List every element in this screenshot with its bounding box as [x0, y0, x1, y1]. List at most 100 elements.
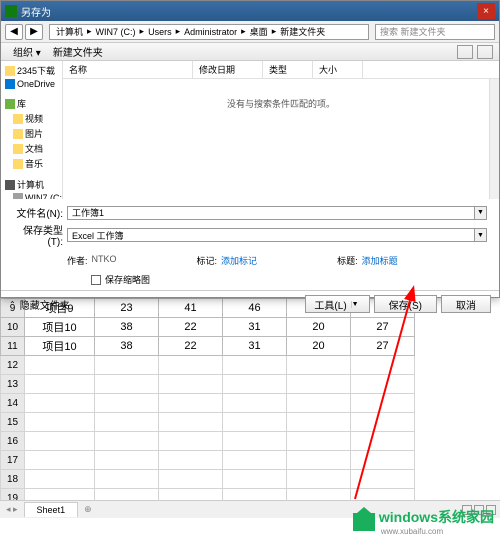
cell[interactable] [287, 413, 351, 432]
cell[interactable] [223, 375, 287, 394]
tree-item[interactable]: WIN7 (C:) [3, 192, 60, 199]
cell[interactable] [159, 413, 223, 432]
breadcrumb[interactable]: 计算机▸WIN7 (C:)▸Users▸Administrator▸桌面▸新建文… [49, 24, 369, 40]
cell[interactable] [25, 413, 95, 432]
title-value[interactable]: 添加标题 [362, 254, 398, 267]
organize-button[interactable]: 组织 ▾ [7, 44, 47, 59]
tree-item[interactable]: 音乐 [3, 156, 60, 171]
filename-dropdown[interactable]: ▼ [475, 206, 487, 220]
cell[interactable] [351, 451, 415, 470]
cell[interactable] [287, 356, 351, 375]
breadcrumb-segment[interactable]: 桌面 [250, 25, 268, 38]
tools-button[interactable]: 工具(L)▼ [305, 295, 369, 313]
cell[interactable] [25, 470, 95, 489]
tree-item[interactable]: 视频 [3, 111, 60, 126]
cell[interactable] [287, 375, 351, 394]
cell[interactable] [25, 451, 95, 470]
cell[interactable]: 20 [287, 337, 351, 356]
cell[interactable] [223, 356, 287, 375]
filetype-dropdown[interactable]: ▼ [475, 228, 487, 242]
breadcrumb-segment[interactable]: 计算机 [56, 25, 83, 38]
cell[interactable] [95, 470, 159, 489]
row-header[interactable]: 12 [1, 356, 25, 375]
tag-value[interactable]: 添加标记 [221, 254, 257, 267]
cell[interactable] [25, 356, 95, 375]
cell[interactable] [95, 451, 159, 470]
col-size[interactable]: 大小 [313, 61, 363, 78]
cell[interactable] [223, 394, 287, 413]
cell[interactable]: 项目10 [25, 318, 95, 337]
tree-item[interactable]: 2345下载 [3, 63, 60, 78]
cell[interactable] [25, 394, 95, 413]
breadcrumb-segment[interactable]: WIN7 (C:) [96, 27, 136, 37]
cell[interactable]: 38 [95, 337, 159, 356]
cell[interactable] [159, 432, 223, 451]
author-value[interactable]: NTKO [92, 254, 117, 267]
cell[interactable] [351, 394, 415, 413]
cell[interactable] [95, 413, 159, 432]
cell[interactable] [95, 375, 159, 394]
cell[interactable] [287, 432, 351, 451]
cell[interactable] [159, 451, 223, 470]
cell[interactable] [95, 394, 159, 413]
breadcrumb-segment[interactable]: Administrator [184, 27, 237, 37]
cell[interactable]: 22 [159, 337, 223, 356]
nav-forward-button[interactable]: ▶ [25, 24, 43, 40]
cell[interactable] [223, 432, 287, 451]
hide-folders-button[interactable]: ⌃隐藏文件夹 [9, 297, 70, 312]
cell[interactable] [223, 470, 287, 489]
cell[interactable] [159, 394, 223, 413]
tab-nav[interactable]: ◂ ▸ [0, 504, 24, 515]
cell[interactable] [95, 432, 159, 451]
tree-item[interactable]: 计算机 [3, 177, 60, 192]
cell[interactable]: 20 [287, 318, 351, 337]
search-input[interactable]: 搜索 新建文件夹 [375, 24, 495, 40]
cell[interactable] [25, 432, 95, 451]
filetype-input[interactable] [67, 228, 475, 242]
cell[interactable]: 22 [159, 318, 223, 337]
cell[interactable] [159, 470, 223, 489]
cell[interactable] [351, 413, 415, 432]
row-header[interactable]: 13 [1, 375, 25, 394]
col-date[interactable]: 修改日期 [193, 61, 263, 78]
cell[interactable] [223, 451, 287, 470]
row-header[interactable]: 14 [1, 394, 25, 413]
add-sheet-button[interactable]: ⊕ [78, 504, 98, 515]
close-button[interactable]: × [477, 3, 495, 19]
cell[interactable] [25, 375, 95, 394]
row-header[interactable]: 11 [1, 337, 25, 356]
save-button[interactable]: 保存(S) [374, 295, 437, 313]
cell[interactable]: 27 [351, 337, 415, 356]
tree-item[interactable]: 库 [3, 96, 60, 111]
row-header[interactable]: 10 [1, 318, 25, 337]
cell[interactable] [351, 432, 415, 451]
cell[interactable] [287, 394, 351, 413]
thumbnail-checkbox[interactable] [91, 275, 101, 285]
cancel-button[interactable]: 取消 [441, 295, 491, 313]
cell[interactable] [351, 470, 415, 489]
nav-back-button[interactable]: ◀ [5, 24, 23, 40]
view-button[interactable] [457, 45, 473, 59]
cell[interactable]: 项目10 [25, 337, 95, 356]
row-header[interactable]: 18 [1, 470, 25, 489]
row-header[interactable]: 17 [1, 451, 25, 470]
sheet-tab[interactable]: Sheet1 [24, 502, 79, 517]
cell[interactable]: 38 [95, 318, 159, 337]
tree-item[interactable]: 图片 [3, 126, 60, 141]
col-type[interactable]: 类型 [263, 61, 313, 78]
cell[interactable] [159, 356, 223, 375]
tree-item[interactable]: OneDrive [3, 78, 60, 90]
cell[interactable]: 31 [223, 337, 287, 356]
tree-item[interactable]: 文档 [3, 141, 60, 156]
cell[interactable] [351, 356, 415, 375]
cell[interactable] [351, 375, 415, 394]
cell[interactable] [159, 375, 223, 394]
cell[interactable] [287, 451, 351, 470]
col-name[interactable]: 名称 [63, 61, 193, 78]
help-button[interactable] [477, 45, 493, 59]
cell[interactable] [223, 413, 287, 432]
cell[interactable]: 31 [223, 318, 287, 337]
cell[interactable] [95, 356, 159, 375]
row-header[interactable]: 16 [1, 432, 25, 451]
row-header[interactable]: 15 [1, 413, 25, 432]
